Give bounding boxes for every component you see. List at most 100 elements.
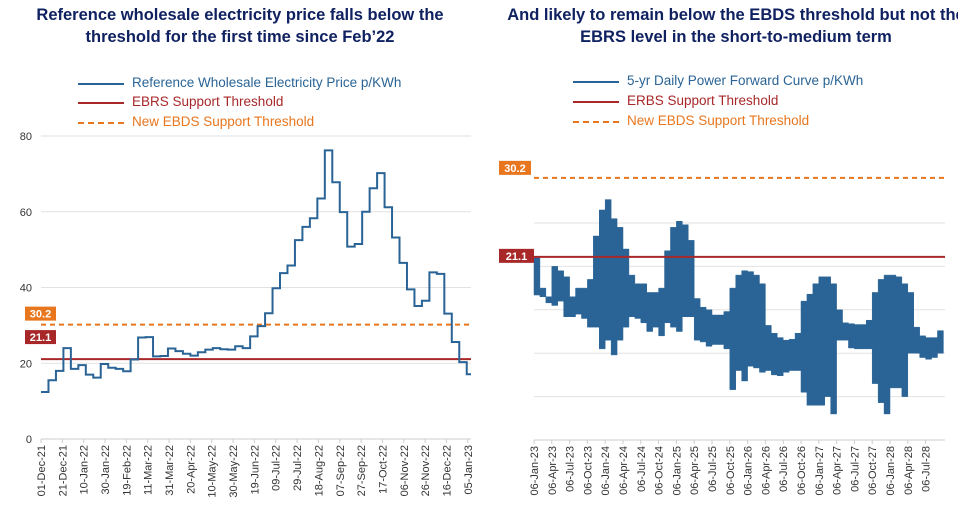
legend-swatch-dashed-orange [573, 121, 619, 123]
x-tick-label: 06-Apr-25 [689, 446, 701, 495]
forward-curve-month [552, 266, 558, 305]
legend-swatch-solid-blue [78, 83, 124, 85]
forward-curve-month [848, 324, 854, 348]
x-tick-label: 21-Dec-21 [57, 445, 69, 496]
x-tick-label: 18-Aug-22 [313, 445, 325, 496]
left-chart-title: Reference wholesale electricity price fa… [36, 6, 444, 46]
x-tick-label: 17-Oct-22 [377, 445, 389, 494]
ebrs-threshold-label: 21.1 [30, 332, 51, 344]
forward-curve-month [623, 249, 629, 327]
x-tick-label: 06-Jul-25 [707, 446, 719, 492]
x-tick-label: 06-Nov-22 [399, 445, 411, 496]
x-tick-label: 19-Jun-22 [249, 445, 261, 495]
x-tick-label: 06-Oct-25 [725, 446, 737, 495]
x-tick-label: 06-Jul-23 [565, 446, 577, 492]
x-tick-label: 07-Sep-22 [335, 445, 347, 496]
y-tick-label: 40 [20, 283, 32, 295]
forward-curve-month [688, 240, 694, 316]
x-tick-label: 06-Jul-24 [636, 446, 648, 492]
x-tick-label: 06-Jan-26 [743, 446, 755, 496]
forward-curve-month [878, 279, 884, 402]
forward-curve-month [831, 284, 837, 414]
legend-label: ERBS Support Threshold [627, 93, 779, 108]
forward-curve-month [771, 333, 777, 375]
forward-curve-month [926, 338, 932, 360]
forward-curve-month [581, 288, 587, 318]
forward-curve-month [558, 271, 564, 301]
ebds-threshold-label: 30.2 [30, 309, 51, 321]
y-tick-label: 80 [20, 131, 32, 143]
x-tick-label: 26-Nov-22 [420, 445, 432, 496]
forward-curve-month [682, 225, 688, 317]
forward-curve-month [902, 284, 908, 397]
legend-label: Reference Wholesale Electricity Price p/… [132, 75, 402, 90]
forward-curve-month [896, 277, 902, 388]
forward-curve-month [706, 310, 712, 346]
x-tick-label: 10-Jan-22 [79, 445, 91, 495]
forward-curve-band [533, 199, 944, 415]
legend-swatch-solid-red [78, 102, 124, 104]
ebds-threshold-label-box [499, 160, 531, 175]
forward-curve-month [890, 275, 896, 388]
right-chart-title: And likely to remain below the EBDS thre… [507, 6, 958, 46]
ebds-threshold-label-box [25, 306, 56, 321]
x-tick-label: 06-Oct-27 [867, 446, 879, 495]
forward-curve-month [635, 284, 641, 319]
forward-curve-month [587, 279, 593, 327]
forward-curve-month [819, 277, 825, 405]
forward-curve-month [837, 310, 843, 340]
x-tick-label: 20-Apr-22 [185, 445, 197, 494]
x-tick-label: 06-Jan-24 [600, 446, 612, 496]
forward-curve-month [534, 258, 540, 295]
x-tick-label: 06-Oct-24 [654, 446, 666, 495]
forward-curve-month [599, 210, 605, 349]
forward-curve-month [801, 301, 807, 392]
forward-curve-month [676, 221, 682, 331]
x-tick-label: 06-Jan-27 [814, 446, 826, 496]
forward-curve-month [576, 288, 582, 314]
forward-curve-month [932, 338, 938, 358]
y-tick-label: 60 [20, 207, 32, 219]
legend-swatch-solid-blue [573, 81, 619, 83]
forward-curve-month [730, 288, 736, 390]
x-tick-label: 06-Jul-28 [921, 446, 933, 492]
x-tick-label: 16-Dec-22 [441, 445, 453, 496]
forward-curve-month [570, 297, 576, 317]
forward-curve-month [866, 320, 872, 349]
legend-label: New EBDS Support Threshold [132, 114, 315, 129]
forward-curve-month [593, 236, 599, 327]
forward-curve-month [540, 288, 546, 297]
x-tick-label: 06-Jul-26 [778, 446, 790, 492]
legend-swatch-dashed-orange [78, 122, 124, 124]
forward-curve-month [700, 307, 706, 342]
forward-curve-month [765, 325, 771, 370]
forward-curve-month [789, 339, 795, 370]
x-tick-label: 06-Apr-23 [547, 446, 559, 495]
x-tick-label: 06-Apr-26 [760, 446, 772, 495]
forward-curve-month [860, 325, 866, 349]
forward-curve-month [872, 292, 878, 383]
x-tick-label: 11-Mar-22 [143, 445, 155, 495]
legend-label: New EBDS Support Threshold [627, 113, 810, 128]
x-tick-label: 30-Jan-22 [100, 445, 112, 495]
forward-curve-month [718, 315, 724, 345]
legend-label: EBRS Support Threshold [132, 94, 284, 109]
x-tick-label: 06-Apr-24 [618, 446, 630, 495]
right-legend: 5-yr Daily Power Forward Curve p/KWh ERB… [573, 73, 953, 133]
forward-curve-month [783, 340, 789, 372]
x-tick-label: 06-Oct-23 [582, 446, 594, 495]
forward-curve-month [617, 227, 623, 340]
x-tick-label: 30-May-22 [228, 445, 240, 498]
forward-curve-month [777, 338, 783, 376]
forward-curve-month [795, 333, 801, 370]
x-tick-label: 27-Sep-22 [356, 445, 368, 496]
forward-curve-month [665, 251, 671, 323]
forward-curve-month [641, 284, 647, 323]
forward-curve-month [759, 284, 765, 373]
forward-curve-month [670, 227, 676, 327]
x-tick-label: 19-Feb-22 [121, 445, 133, 496]
erbs-threshold-label: 21.1 [506, 251, 527, 263]
forward-curve-month [605, 200, 611, 341]
x-tick-label: 06-Jan-23 [529, 446, 541, 496]
